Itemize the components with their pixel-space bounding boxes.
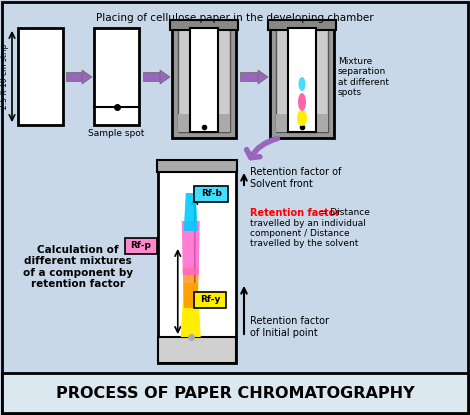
Polygon shape bbox=[82, 70, 92, 84]
Bar bbox=[276, 26, 328, 132]
Bar bbox=[143, 73, 160, 81]
FancyBboxPatch shape bbox=[195, 292, 227, 308]
Text: Retention factor of
Solvent front: Retention factor of Solvent front bbox=[250, 167, 341, 189]
FancyBboxPatch shape bbox=[125, 238, 157, 254]
FancyBboxPatch shape bbox=[195, 186, 228, 202]
Polygon shape bbox=[181, 283, 201, 337]
Bar bbox=[2, 373, 468, 413]
Text: Mixture
separation
at different
spots: Mixture separation at different spots bbox=[338, 57, 389, 97]
Bar bbox=[190, 28, 218, 132]
Bar bbox=[178, 114, 230, 132]
Bar bbox=[276, 114, 328, 132]
Text: Sample spot: Sample spot bbox=[88, 129, 145, 139]
Text: travelled by an individual: travelled by an individual bbox=[250, 220, 366, 229]
Text: Rf-b: Rf-b bbox=[201, 190, 222, 198]
Polygon shape bbox=[182, 221, 200, 275]
Bar bbox=[289, 28, 315, 132]
Polygon shape bbox=[258, 70, 268, 84]
Text: 2.5 X 10 cm strip: 2.5 X 10 cm strip bbox=[0, 44, 9, 109]
Polygon shape bbox=[183, 268, 199, 308]
Text: Retention factor: Retention factor bbox=[250, 208, 340, 218]
Bar bbox=[18, 28, 63, 125]
Text: Rf-y: Rf-y bbox=[200, 295, 220, 305]
Bar bbox=[158, 165, 236, 363]
Bar bbox=[170, 20, 238, 30]
Bar bbox=[158, 337, 236, 363]
Bar bbox=[66, 73, 82, 81]
Text: Placing of cellulose paper in the developing chamber: Placing of cellulose paper in the develo… bbox=[96, 13, 374, 23]
Polygon shape bbox=[160, 70, 170, 84]
Text: travelled by the solvent: travelled by the solvent bbox=[250, 239, 359, 249]
Text: Rf-p: Rf-p bbox=[131, 242, 151, 251]
FancyArrowPatch shape bbox=[247, 139, 277, 158]
Bar bbox=[270, 26, 334, 138]
Text: component / Distance: component / Distance bbox=[250, 229, 350, 239]
Text: Retention factor
of Initial point: Retention factor of Initial point bbox=[250, 316, 329, 338]
Text: = Distance: = Distance bbox=[317, 208, 370, 217]
Polygon shape bbox=[184, 193, 198, 231]
Ellipse shape bbox=[298, 93, 306, 111]
Bar bbox=[157, 160, 237, 172]
Ellipse shape bbox=[297, 110, 307, 126]
Bar bbox=[94, 28, 139, 125]
Bar bbox=[172, 26, 236, 138]
Bar bbox=[178, 26, 230, 132]
Text: PROCESS OF PAPER CHROMATOGRAPHY: PROCESS OF PAPER CHROMATOGRAPHY bbox=[55, 386, 415, 400]
Bar bbox=[268, 20, 336, 30]
Text: Calculation of
different mixtures
of a component by
retention factor: Calculation of different mixtures of a c… bbox=[23, 244, 133, 289]
Bar bbox=[240, 73, 258, 81]
Ellipse shape bbox=[298, 77, 306, 91]
